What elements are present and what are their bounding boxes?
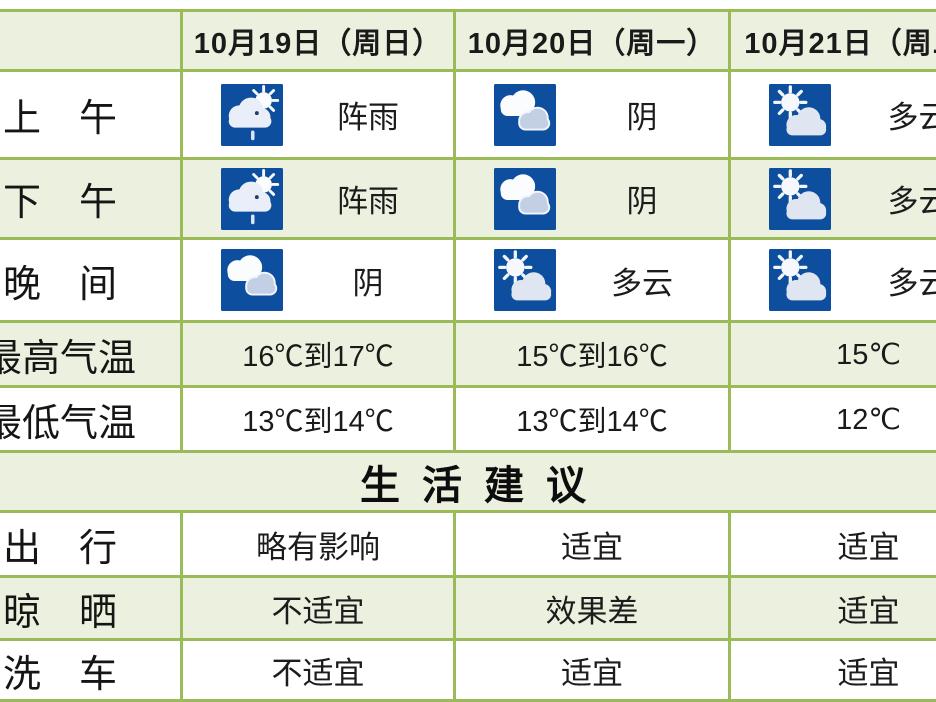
corner-cell xyxy=(0,12,180,69)
weather-cell: 多云 xyxy=(456,240,728,320)
weather-text: 多云 xyxy=(887,265,936,301)
weather-text: 阵雨 xyxy=(337,184,399,219)
advice-cell: 不适宜 xyxy=(183,641,453,699)
weather-cell: 阴 xyxy=(183,240,453,320)
temp-cell: 13℃到14℃ xyxy=(456,388,728,450)
weather-cell: 多云 xyxy=(731,240,936,320)
date-header-oct21: 10月21日（周二） xyxy=(731,12,936,69)
advice-cell: 效果差 xyxy=(456,578,728,638)
row-label-morning: 上 午 xyxy=(0,72,180,157)
weather-cell: 阴 xyxy=(456,72,728,157)
row-label-min-temp: 最低气温 xyxy=(0,388,180,450)
cloud-sun-rain-icon xyxy=(221,167,283,230)
weather-forecast-table: 10月19日（周日） 10月20日（周一） 10月21日（周二） 上 午 阵雨 xyxy=(0,9,936,702)
weather-text: 多云 xyxy=(887,184,936,219)
weather-text: 阴 xyxy=(352,265,384,301)
section-title: 生活建议 xyxy=(360,463,608,508)
weather-text: 阴 xyxy=(626,100,658,135)
date-header-oct20: 10月20日（周一） xyxy=(456,12,728,69)
row-label-drying: 晾 晒 xyxy=(0,578,180,638)
temp-cell: 13℃到14℃ xyxy=(183,388,453,450)
sun-behind-cloud-icon xyxy=(494,249,556,311)
temp-cell: 15℃ xyxy=(731,323,936,385)
temp-cell: 12℃ xyxy=(731,388,936,450)
row-label-evening: 晚 间 xyxy=(0,240,180,320)
two-clouds-icon xyxy=(494,83,556,146)
sun-behind-cloud-icon xyxy=(769,83,831,146)
advice-cell: 不适宜 xyxy=(183,578,453,638)
advice-cell: 适宜 xyxy=(731,641,936,699)
weather-text: 阵雨 xyxy=(337,100,399,135)
section-header-life-advice: 生活建议 xyxy=(0,453,936,510)
cloud-sun-rain-icon xyxy=(221,83,283,146)
sun-behind-cloud-icon xyxy=(769,249,831,311)
weather-cell: 阵雨 xyxy=(183,160,453,237)
weather-cell: 阴 xyxy=(456,160,728,237)
advice-cell: 略有影响 xyxy=(183,513,453,575)
weather-cell: 多云 xyxy=(731,72,936,157)
weather-text: 阴 xyxy=(626,184,658,219)
weather-cell: 多云 xyxy=(731,160,936,237)
advice-cell: 适宜 xyxy=(731,578,936,638)
date-header-oct19: 10月19日（周日） xyxy=(183,12,453,69)
advice-cell: 适宜 xyxy=(731,513,936,575)
advice-cell: 适宜 xyxy=(456,641,728,699)
temp-cell: 16℃到17℃ xyxy=(183,323,453,385)
weather-text: 多云 xyxy=(887,100,936,135)
weather-cell: 阵雨 xyxy=(183,72,453,157)
weather-text: 多云 xyxy=(611,265,673,301)
row-label-travel: 出 行 xyxy=(0,513,180,575)
row-label-afternoon: 下 午 xyxy=(0,160,180,237)
two-clouds-icon xyxy=(494,167,556,230)
sun-behind-cloud-icon xyxy=(769,167,831,230)
temp-cell: 15℃到16℃ xyxy=(456,323,728,385)
two-clouds-icon xyxy=(221,249,283,311)
row-label-carwash: 洗 车 xyxy=(0,641,180,699)
advice-cell: 适宜 xyxy=(456,513,728,575)
row-label-max-temp: 最高气温 xyxy=(0,323,180,385)
